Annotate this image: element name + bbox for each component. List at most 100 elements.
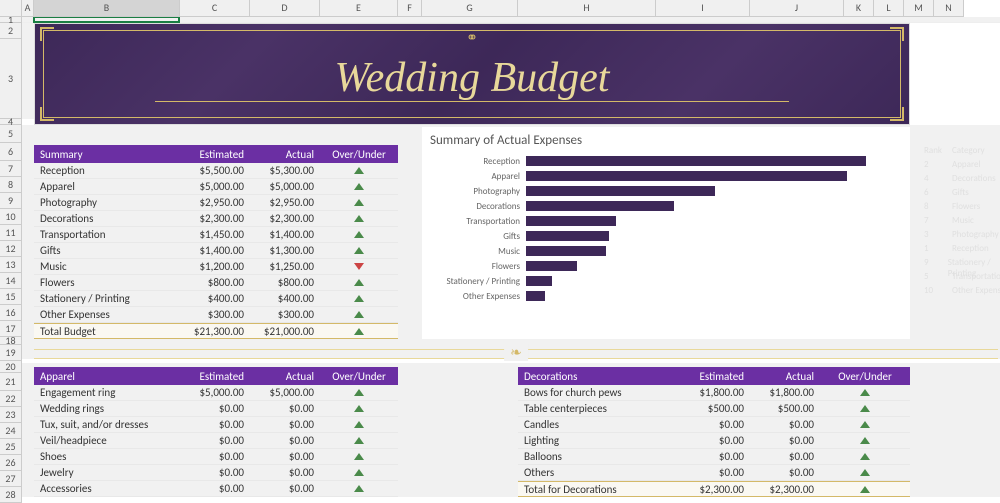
chart-bar-label: Reception bbox=[430, 156, 526, 167]
triangle-up-icon bbox=[354, 199, 364, 206]
chart-bar-label: Gifts bbox=[430, 231, 526, 242]
section-divider: ❧ bbox=[34, 349, 998, 359]
triangle-up-icon bbox=[354, 405, 364, 412]
table-row[interactable]: Decorations$2,300.00$2,300.00 bbox=[34, 211, 398, 227]
row-header-23[interactable]: 23 bbox=[0, 407, 22, 423]
chart-bar bbox=[526, 291, 545, 301]
chart-bar-label: Decorations bbox=[430, 201, 526, 212]
col-header-H[interactable]: H bbox=[518, 0, 656, 17]
col-header-N[interactable]: N bbox=[934, 0, 964, 17]
table-row[interactable]: Engagement ring$5,000.00$5,000.00 bbox=[34, 385, 398, 401]
rank-row: 1Reception bbox=[924, 243, 1000, 257]
chart-bar-row: Photography bbox=[430, 184, 902, 198]
col-header-A[interactable]: A bbox=[22, 0, 34, 17]
table-row[interactable]: Gifts$1,400.00$1,300.00 bbox=[34, 243, 398, 259]
table-row[interactable]: Candles$0.00$0.00 bbox=[518, 417, 910, 433]
table-row[interactable]: Bows for church pews$1,800.00$1,800.00 bbox=[518, 385, 910, 401]
table-row[interactable]: Balloons$0.00$0.00 bbox=[518, 449, 910, 465]
table-row[interactable]: Shoes$0.00$0.00 bbox=[34, 449, 398, 465]
row-header-22[interactable]: 22 bbox=[0, 391, 22, 407]
table-row[interactable]: Photography$2,950.00$2,950.00 bbox=[34, 195, 398, 211]
rank-row: 8Flowers bbox=[924, 201, 1000, 215]
table-row[interactable]: Other Expenses$300.00$300.00 bbox=[34, 307, 398, 323]
row-header-14[interactable]: 14 bbox=[0, 273, 22, 289]
decorations-total-row[interactable]: Total for Decorations $2,300.00 $2,300.0… bbox=[518, 481, 910, 497]
table-row[interactable]: Transportation$1,450.00$1,400.00 bbox=[34, 227, 398, 243]
row-header-5[interactable]: 5 bbox=[0, 125, 22, 143]
table-row[interactable]: Accessories$0.00$0.00 bbox=[34, 481, 398, 497]
table-row[interactable]: Jewelry$0.00$0.00 bbox=[34, 465, 398, 481]
table-row[interactable]: Flowers$800.00$800.00 bbox=[34, 275, 398, 291]
row-header-11[interactable]: 11 bbox=[0, 225, 22, 241]
summary-table: Summary Estimated Actual Over/Under Rece… bbox=[34, 127, 398, 339]
triangle-up-icon bbox=[354, 279, 364, 286]
chart-bar-label: Flowers bbox=[430, 261, 526, 272]
col-header-L[interactable]: L bbox=[874, 0, 904, 17]
table-row[interactable]: Tux, suit, and/or dresses$0.00$0.00 bbox=[34, 417, 398, 433]
row-header-27[interactable]: 27 bbox=[0, 471, 22, 487]
row-header-16[interactable]: 16 bbox=[0, 305, 22, 321]
row-header-28[interactable]: 28 bbox=[0, 487, 22, 503]
triangle-up-icon bbox=[354, 311, 364, 318]
chart-bar bbox=[526, 261, 577, 271]
summary-total-row[interactable]: Total Budget $21,300.00 $21,000.00 bbox=[34, 323, 398, 339]
col-header-E[interactable]: E bbox=[320, 0, 398, 17]
expenses-chart[interactable]: Summary of Actual Expenses Reception Appa… bbox=[422, 127, 910, 339]
col-header-M[interactable]: M bbox=[904, 0, 934, 17]
row-header-13[interactable]: 13 bbox=[0, 257, 22, 273]
col-header-K[interactable]: K bbox=[844, 0, 874, 17]
col-summary[interactable]: Summary bbox=[34, 148, 180, 161]
spreadsheet: ABCDEFGHIJKLMN 1234567891011121314151617… bbox=[0, 0, 1000, 500]
table-row[interactable]: Reception$5,500.00$5,300.00 bbox=[34, 163, 398, 179]
col-header-F[interactable]: F bbox=[398, 0, 422, 17]
row-header-3[interactable]: 3 bbox=[0, 39, 22, 119]
rank-row: 2Apparel bbox=[924, 159, 1000, 173]
triangle-up-icon bbox=[354, 247, 364, 254]
row-header-25[interactable]: 25 bbox=[0, 439, 22, 455]
row-header-8[interactable]: 8 bbox=[0, 177, 22, 193]
col-header-J[interactable]: J bbox=[750, 0, 844, 17]
triangle-up-icon bbox=[354, 183, 364, 190]
table-row[interactable]: Veil/headpiece$0.00$0.00 bbox=[34, 433, 398, 449]
banner-title: Wedding Budget bbox=[335, 54, 610, 102]
col-overunder[interactable]: Over/Under bbox=[320, 148, 398, 161]
table-row[interactable]: Lighting$0.00$0.00 bbox=[518, 433, 910, 449]
chart-bar bbox=[526, 246, 606, 256]
table-row[interactable]: Apparel$5,000.00$5,000.00 bbox=[34, 179, 398, 195]
table-row[interactable]: Others$0.00$0.00 bbox=[518, 465, 910, 481]
row-header-18[interactable]: 18 bbox=[0, 337, 22, 345]
row-header-19[interactable]: 19 bbox=[0, 345, 22, 361]
row-header-20[interactable]: 20 bbox=[0, 361, 22, 373]
col-header-G[interactable]: G bbox=[422, 0, 518, 17]
grid[interactable]: ⚭ Wedding Budget Summary Estimated Actua… bbox=[22, 17, 1000, 500]
row-header-6[interactable]: 6 bbox=[0, 143, 22, 161]
row-header-26[interactable]: 26 bbox=[0, 455, 22, 471]
chart-bar-label: Music bbox=[430, 246, 526, 257]
row-header-7[interactable]: 7 bbox=[0, 161, 22, 177]
row-header-21[interactable]: 21 bbox=[0, 373, 22, 391]
col-actual[interactable]: Actual bbox=[250, 148, 320, 161]
table-row[interactable]: Stationery / Printing$400.00$400.00 bbox=[34, 291, 398, 307]
col-header-C[interactable]: C bbox=[180, 0, 250, 17]
rank-row: 6Gifts bbox=[924, 187, 1000, 201]
header-wrap: ABCDEFGHIJKLMN bbox=[0, 0, 1000, 17]
table-row[interactable]: Music$1,200.00$1,250.00 bbox=[34, 259, 398, 275]
row-header-12[interactable]: 12 bbox=[0, 241, 22, 257]
col-header-B[interactable]: B bbox=[34, 0, 180, 17]
triangle-up-icon bbox=[860, 389, 870, 396]
select-all-corner[interactable] bbox=[0, 0, 22, 17]
decorations-header-row: Decorations Estimated Actual Over/Under bbox=[518, 367, 910, 385]
row-header-9[interactable]: 9 bbox=[0, 193, 22, 209]
rank-table: RankCategory 2Apparel4Decorations6Gifts8… bbox=[910, 127, 1000, 339]
row-header-10[interactable]: 10 bbox=[0, 209, 22, 225]
col-estimated[interactable]: Estimated bbox=[180, 148, 250, 161]
row-header-24[interactable]: 24 bbox=[0, 423, 22, 439]
col-header-I[interactable]: I bbox=[656, 0, 750, 17]
table-row[interactable]: Table centerpieces$500.00$500.00 bbox=[518, 401, 910, 417]
chart-title: Summary of Actual Expenses bbox=[430, 131, 902, 154]
row-header-2[interactable]: 2 bbox=[0, 23, 22, 39]
table-row[interactable]: Wedding rings$0.00$0.00 bbox=[34, 401, 398, 417]
chart-bar-label: Apparel bbox=[430, 171, 526, 182]
row-header-15[interactable]: 15 bbox=[0, 289, 22, 305]
col-header-D[interactable]: D bbox=[250, 0, 320, 17]
